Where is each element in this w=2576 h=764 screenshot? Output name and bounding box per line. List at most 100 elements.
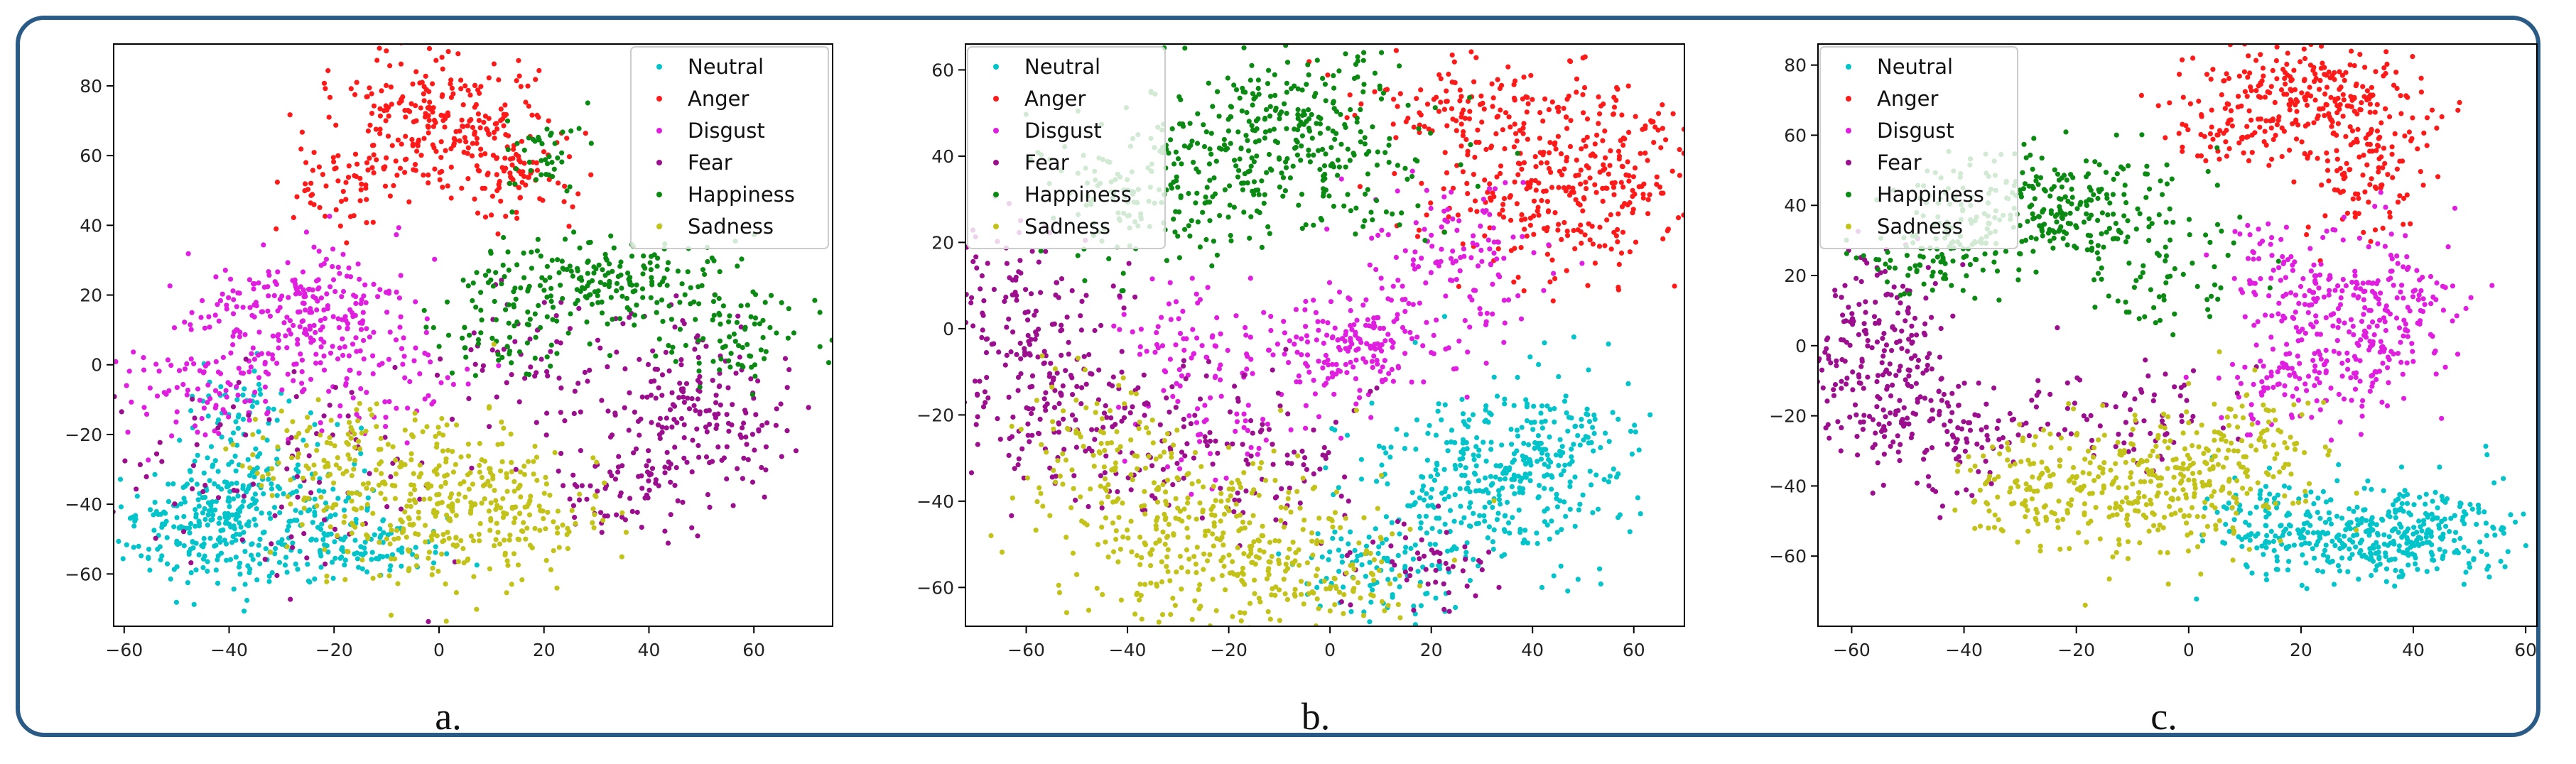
point xyxy=(1562,398,1568,404)
point xyxy=(185,251,191,256)
point xyxy=(1387,454,1393,460)
point xyxy=(1355,346,1361,351)
point xyxy=(1547,279,1553,285)
point xyxy=(359,181,364,187)
point xyxy=(1461,253,1467,259)
y-tick-label: −40 xyxy=(65,494,102,515)
point xyxy=(1358,129,1363,135)
point xyxy=(974,265,980,271)
point xyxy=(353,300,359,306)
point xyxy=(737,432,743,438)
point xyxy=(1487,500,1493,506)
point xyxy=(269,486,275,492)
point xyxy=(1427,422,1432,428)
point xyxy=(426,45,433,51)
point xyxy=(347,420,352,425)
point xyxy=(610,268,615,274)
point xyxy=(1239,108,1245,114)
point xyxy=(1446,214,1451,220)
point xyxy=(1320,75,1326,81)
point xyxy=(588,172,594,178)
point xyxy=(531,459,536,464)
point xyxy=(544,410,550,416)
point xyxy=(353,294,359,300)
point xyxy=(379,88,384,94)
point xyxy=(544,161,551,167)
point xyxy=(164,561,171,567)
point xyxy=(1696,142,1701,147)
point xyxy=(385,442,391,447)
point xyxy=(555,155,561,161)
point xyxy=(310,476,316,481)
point xyxy=(716,295,722,301)
point xyxy=(161,390,167,395)
series-fear xyxy=(948,193,1502,614)
point xyxy=(189,310,195,315)
point xyxy=(1503,513,1508,518)
point xyxy=(306,453,312,459)
point xyxy=(663,349,669,355)
point xyxy=(1361,82,1367,87)
point xyxy=(1283,346,1289,352)
point xyxy=(1514,448,1520,454)
point xyxy=(412,410,418,416)
point xyxy=(607,353,613,359)
point xyxy=(146,555,151,562)
point xyxy=(384,155,389,160)
point xyxy=(1473,288,1478,293)
point xyxy=(358,544,364,550)
point xyxy=(1395,278,1401,283)
point xyxy=(1174,381,1179,386)
point xyxy=(455,498,460,503)
point xyxy=(1395,552,1401,559)
point xyxy=(1251,192,1257,197)
point xyxy=(201,405,207,411)
point xyxy=(465,366,470,372)
point xyxy=(212,428,217,434)
point xyxy=(312,509,318,515)
point xyxy=(1323,352,1328,359)
point xyxy=(210,512,216,518)
point xyxy=(1164,395,1169,401)
legend-label-sadness: Sadness xyxy=(688,214,774,239)
point xyxy=(295,462,301,468)
point xyxy=(609,473,615,479)
point xyxy=(1252,139,1258,145)
point xyxy=(1351,75,1358,81)
point xyxy=(327,94,333,100)
point xyxy=(435,568,441,574)
point xyxy=(1304,466,1309,472)
point xyxy=(465,151,470,156)
point xyxy=(948,265,953,270)
point xyxy=(653,480,659,486)
point xyxy=(1544,199,1550,204)
point xyxy=(433,58,439,63)
point xyxy=(320,172,325,178)
point xyxy=(512,285,518,291)
point xyxy=(1121,305,1127,311)
point xyxy=(1443,560,1449,567)
point xyxy=(1654,174,1660,180)
point xyxy=(215,537,221,542)
point xyxy=(246,519,251,525)
point xyxy=(1423,513,1429,519)
point xyxy=(358,551,364,557)
point xyxy=(472,196,477,202)
point xyxy=(1638,511,1643,517)
point xyxy=(1323,98,1328,104)
point xyxy=(523,536,529,542)
point xyxy=(1243,133,1249,138)
point xyxy=(166,481,171,487)
point xyxy=(554,585,560,591)
point xyxy=(548,567,554,573)
point xyxy=(1491,498,1497,503)
point xyxy=(629,508,635,515)
point xyxy=(428,533,434,540)
point xyxy=(1113,528,1119,534)
point xyxy=(1435,408,1441,414)
point xyxy=(1481,440,1486,445)
point xyxy=(333,462,339,468)
point xyxy=(455,559,461,564)
point xyxy=(1017,340,1023,346)
point xyxy=(369,486,375,493)
